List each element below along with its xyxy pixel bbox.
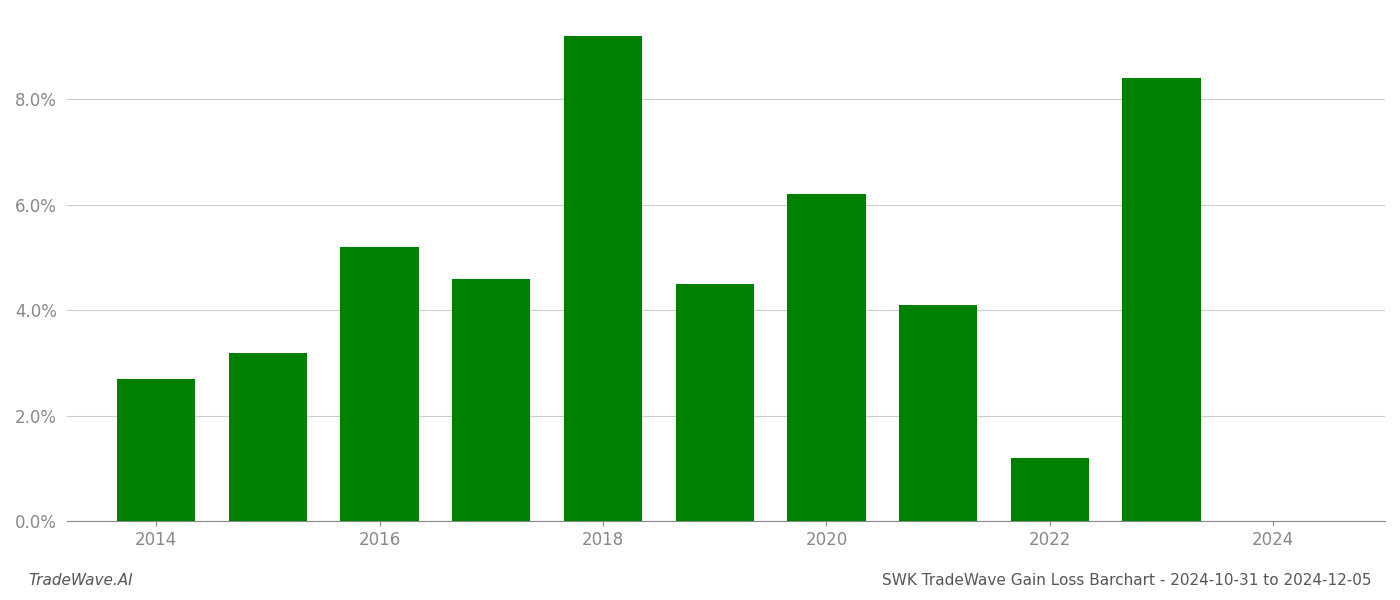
Bar	[676, 284, 753, 521]
Bar	[228, 353, 307, 521]
Bar	[1123, 78, 1201, 521]
Bar	[452, 278, 531, 521]
Bar	[564, 36, 643, 521]
Bar	[118, 379, 195, 521]
Text: SWK TradeWave Gain Loss Barchart - 2024-10-31 to 2024-12-05: SWK TradeWave Gain Loss Barchart - 2024-…	[882, 573, 1372, 588]
Bar	[340, 247, 419, 521]
Text: TradeWave.AI: TradeWave.AI	[28, 573, 133, 588]
Bar	[899, 305, 977, 521]
Bar	[787, 194, 865, 521]
Bar	[1011, 458, 1089, 521]
